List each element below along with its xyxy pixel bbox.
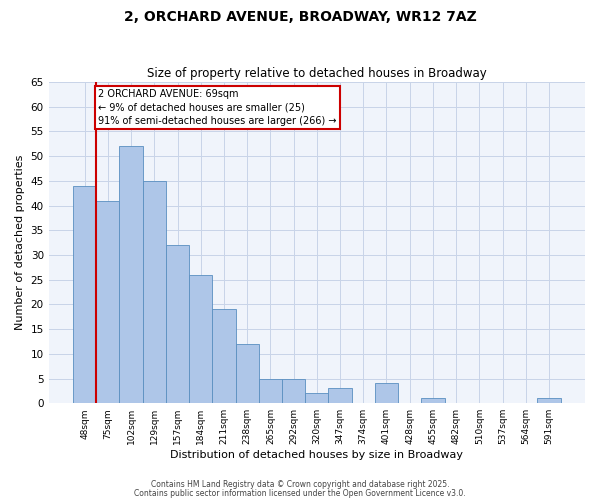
Bar <box>305 394 328 403</box>
Y-axis label: Number of detached properties: Number of detached properties <box>15 155 25 330</box>
Bar <box>73 186 96 403</box>
Bar <box>259 378 282 403</box>
X-axis label: Distribution of detached houses by size in Broadway: Distribution of detached houses by size … <box>170 450 463 460</box>
Bar <box>282 378 305 403</box>
Bar <box>212 310 236 403</box>
Bar <box>143 181 166 403</box>
Text: Contains HM Land Registry data © Crown copyright and database right 2025.: Contains HM Land Registry data © Crown c… <box>151 480 449 489</box>
Text: 2 ORCHARD AVENUE: 69sqm
← 9% of detached houses are smaller (25)
91% of semi-det: 2 ORCHARD AVENUE: 69sqm ← 9% of detached… <box>98 90 337 126</box>
Bar <box>189 274 212 403</box>
Bar <box>421 398 445 403</box>
Bar <box>119 146 143 403</box>
Title: Size of property relative to detached houses in Broadway: Size of property relative to detached ho… <box>147 66 487 80</box>
Bar <box>236 344 259 403</box>
Bar <box>375 384 398 403</box>
Bar <box>328 388 352 403</box>
Text: 2, ORCHARD AVENUE, BROADWAY, WR12 7AZ: 2, ORCHARD AVENUE, BROADWAY, WR12 7AZ <box>124 10 476 24</box>
Bar <box>96 200 119 403</box>
Bar <box>166 245 189 403</box>
Bar <box>538 398 560 403</box>
Text: Contains public sector information licensed under the Open Government Licence v3: Contains public sector information licen… <box>134 490 466 498</box>
